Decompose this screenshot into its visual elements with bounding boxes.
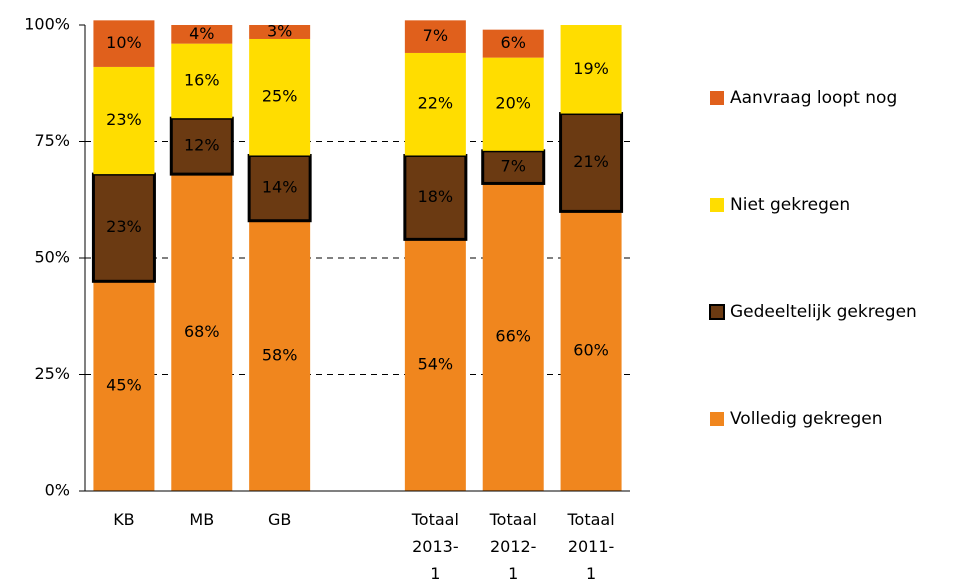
x-tick-label: Totaal 2013- 1 xyxy=(411,510,459,583)
x-tick-label: Totaal 2011- 1 xyxy=(567,510,615,583)
data-label: 54% xyxy=(418,355,454,374)
data-label: 23% xyxy=(106,217,142,236)
data-label: 45% xyxy=(106,376,142,395)
bar-segment xyxy=(403,153,468,241)
y-tick-label: 0% xyxy=(45,481,70,500)
x-tick-label: KB xyxy=(113,510,135,529)
legend-label: Gedeeltelijk gekregen xyxy=(730,302,917,322)
bar-segment xyxy=(171,25,233,44)
y-tick-label: 50% xyxy=(34,248,70,267)
bar-segment xyxy=(93,20,155,67)
x-tick-label: Totaal 2012- 1 xyxy=(489,510,537,583)
bar-segment xyxy=(249,220,311,491)
data-label: 22% xyxy=(418,94,454,113)
data-label: 66% xyxy=(495,327,531,346)
data-label: 21% xyxy=(573,152,609,171)
legend-label: Aanvraag loopt nog xyxy=(730,88,897,108)
data-label: 7% xyxy=(501,157,526,176)
bar-segment xyxy=(560,25,622,114)
bar-segment xyxy=(171,43,233,119)
data-label: 58% xyxy=(262,345,298,364)
bar-segment xyxy=(249,38,311,156)
legend-label: Niet gekregen xyxy=(730,195,850,215)
data-label: 6% xyxy=(501,33,526,52)
bar-segment xyxy=(482,29,544,58)
bar-segment xyxy=(560,211,622,491)
data-label: 7% xyxy=(423,26,448,45)
legend-label: Volledig gekregen xyxy=(730,409,883,429)
bar-segment xyxy=(481,149,546,185)
x-tick-label: MB xyxy=(189,510,215,529)
data-label: 19% xyxy=(573,59,609,78)
data-label: 3% xyxy=(267,21,292,40)
bar-segment xyxy=(169,116,234,176)
data-label: 23% xyxy=(106,110,142,129)
data-label: 20% xyxy=(495,94,531,113)
legend-swatch xyxy=(710,198,724,212)
data-label: 18% xyxy=(418,187,454,206)
bar-segment xyxy=(482,183,544,491)
y-tick-label: 75% xyxy=(34,131,70,150)
legend-swatch xyxy=(710,91,724,105)
bar-segment xyxy=(171,174,233,491)
bar-segment xyxy=(404,52,466,156)
y-tick-label: 25% xyxy=(34,364,70,383)
bar-segment xyxy=(93,66,155,175)
y-tick-label: 100% xyxy=(24,15,70,34)
data-label: 60% xyxy=(573,341,609,360)
data-label: 25% xyxy=(262,87,298,106)
legend-swatch xyxy=(709,304,725,320)
data-label: 10% xyxy=(106,33,142,52)
data-label: 12% xyxy=(184,136,220,155)
bar-segment xyxy=(93,281,155,491)
bar-segment xyxy=(249,25,311,39)
data-label: 4% xyxy=(189,24,214,43)
bar-segment xyxy=(247,153,312,223)
x-tick-label: GB xyxy=(267,510,292,529)
data-label: 16% xyxy=(184,70,220,89)
bar-segment xyxy=(482,57,544,151)
data-label: 68% xyxy=(184,322,220,341)
legend-swatch xyxy=(710,412,724,426)
data-label: 14% xyxy=(262,178,298,197)
bar-segment xyxy=(404,20,466,53)
bar-segment xyxy=(404,239,466,491)
